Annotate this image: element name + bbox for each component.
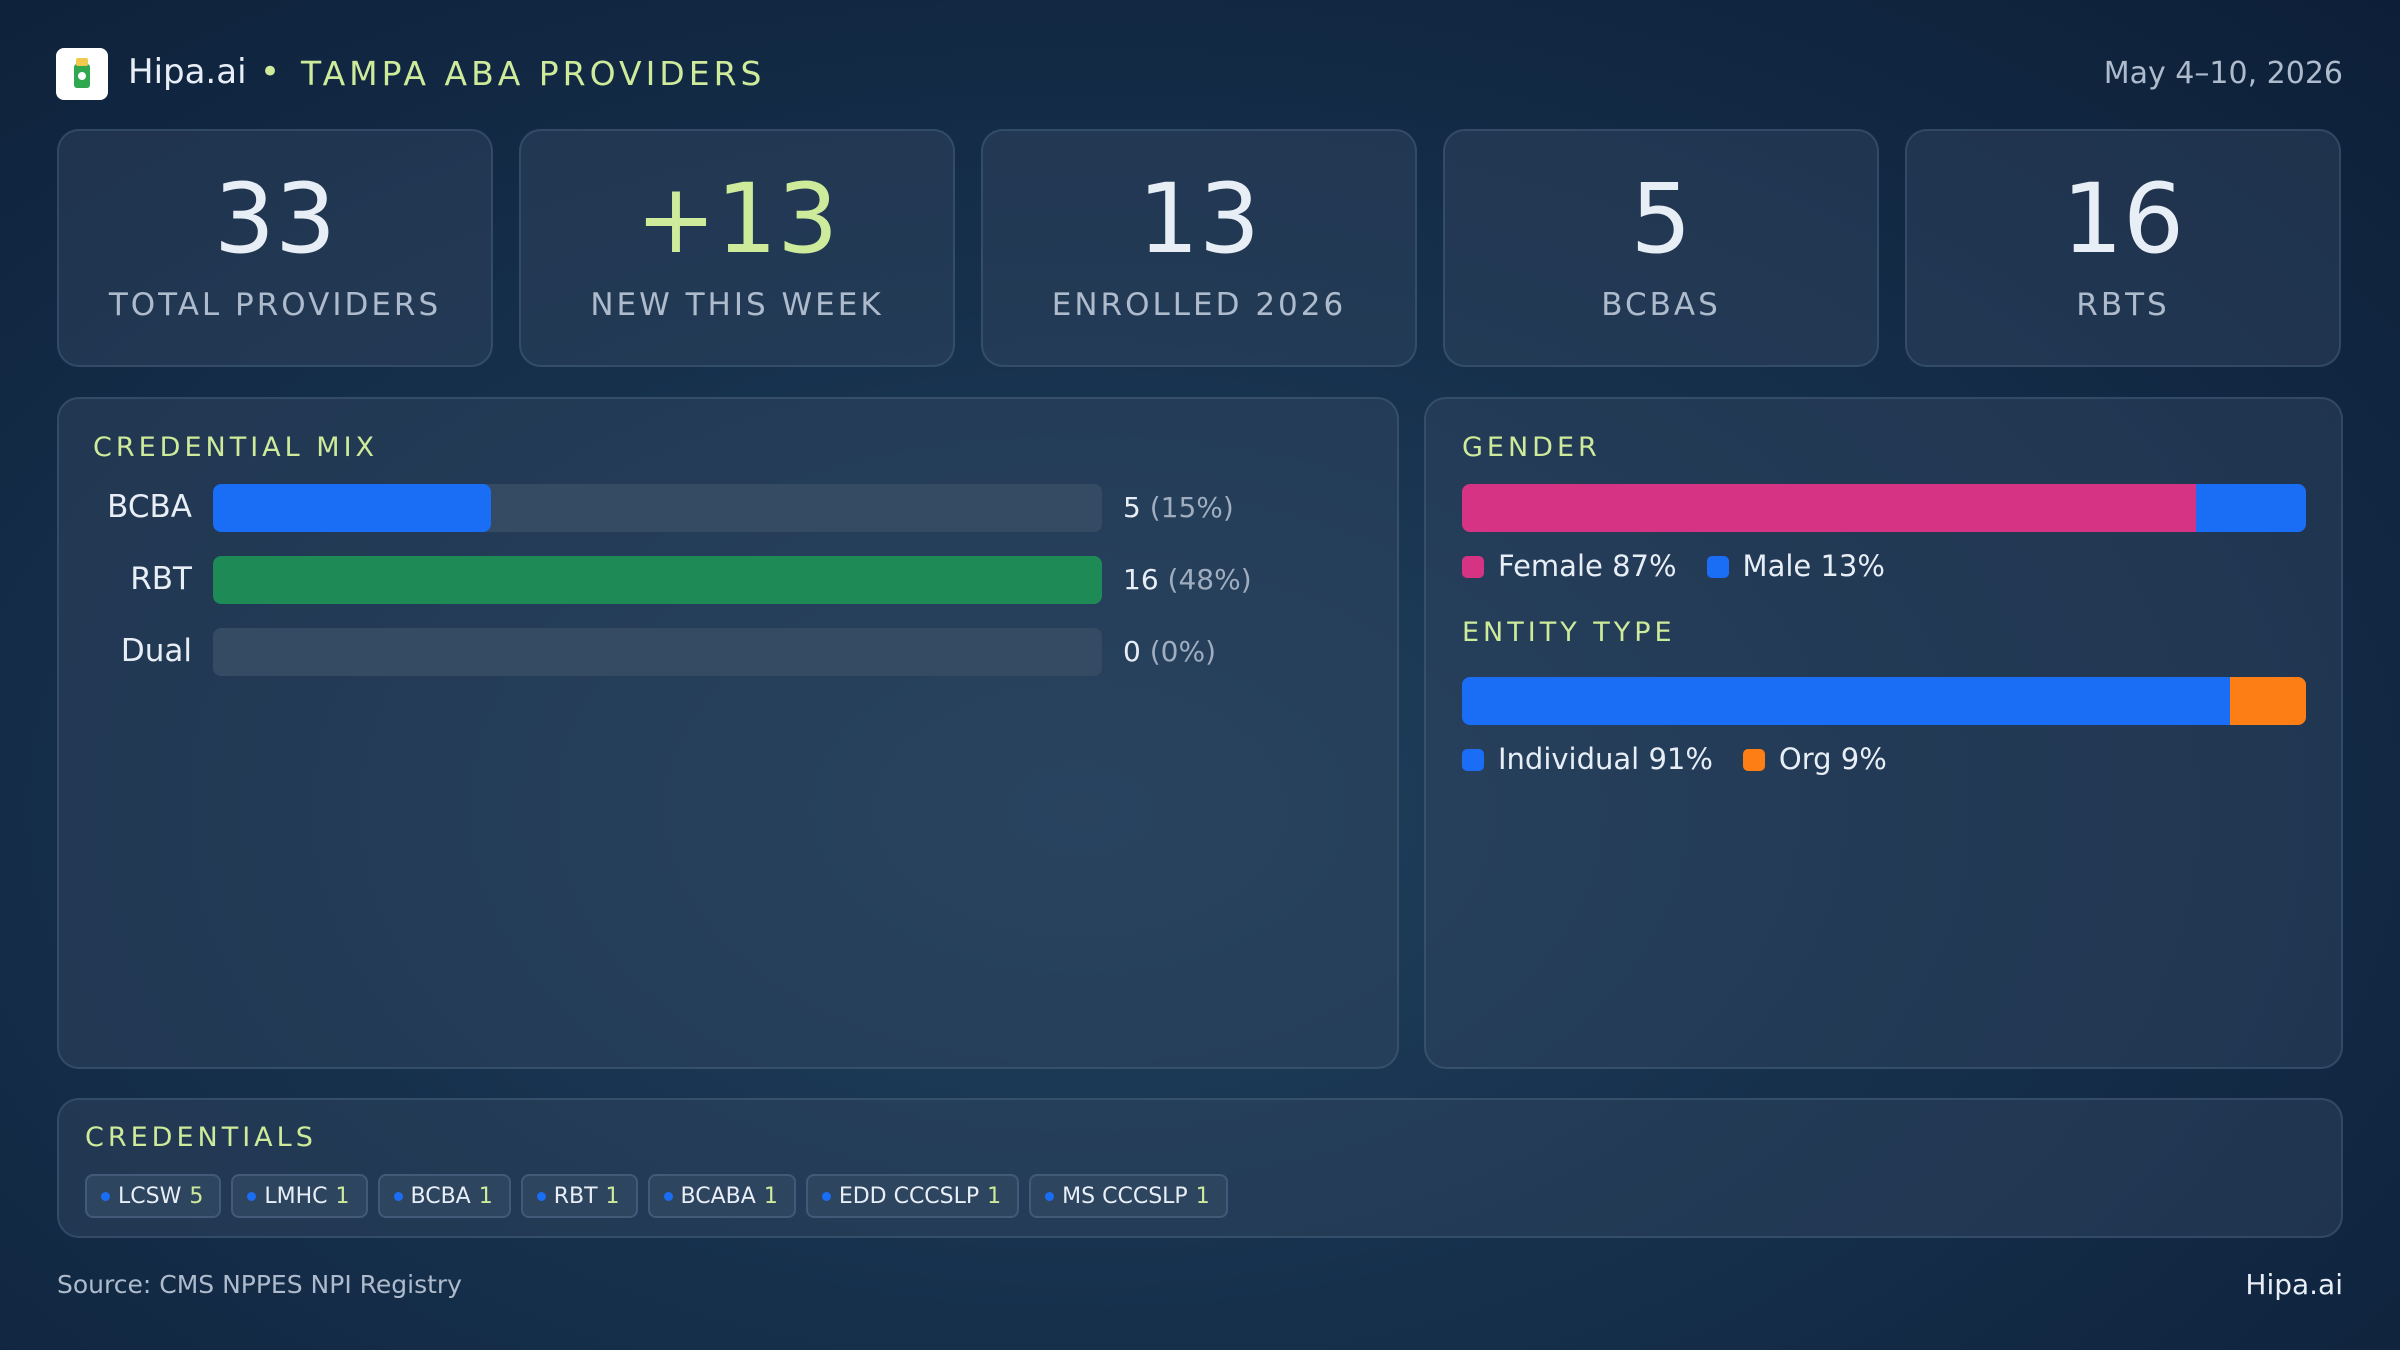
source: Source: CMS NPPES NPI Registry [57,1270,462,1299]
chip-dot [247,1191,257,1201]
chip-count: 5 [189,1183,204,1209]
chip: BCABA 1 [647,1174,796,1218]
chip-count: 1 [478,1183,493,1209]
chip-count: 1 [605,1183,620,1209]
chip-count: 1 [987,1183,1002,1209]
footer-brand: Hipa.ai [2245,1268,2343,1301]
swatch [1742,749,1765,771]
kpi-label: RBTS [2076,287,2170,323]
legend-item: Individual 91% [1462,742,1713,776]
segment [1462,484,2197,532]
swatch [1706,556,1729,578]
chip: BCBA 1 [377,1174,511,1218]
swatch [1462,749,1484,771]
kpi-label: TOTAL PROVIDERS [108,287,442,323]
dashboard-title: TAMPA ABA PROVIDERS [301,54,766,93]
kpi-label: NEW THIS WEEK [590,287,884,323]
kpi-card: 33 TOTAL PROVIDERS [57,129,493,367]
kpi-card: 5 BCBAS [1443,129,1879,367]
legend-item: Org 9% [1742,742,1887,776]
chip: LMHC 1 [231,1174,368,1218]
brand: Hipa.ai [128,52,247,92]
legend-name: Female [1498,549,1603,583]
chip-name: MS CCCSLP [1062,1183,1188,1209]
kpi-label: ENROLLED 2026 [1051,287,1347,323]
percent: (0%) [1149,635,1217,668]
legend-name: Org [1778,742,1832,776]
value: 16 [1123,563,1159,596]
percent: (15%) [1149,491,1234,524]
chip-dot [821,1191,831,1201]
chip: RBT 1 [520,1174,638,1218]
legend-name: Individual [1498,742,1640,776]
chip-name: BCBA [410,1183,471,1209]
percent: (48%) [1167,563,1252,596]
chip-name: LCSW [118,1183,182,1209]
legend-item: Female 87% [1462,549,1677,583]
bar-label: BCBA [107,489,192,525]
legend-name: Male [1742,549,1812,583]
value: 0 [1123,635,1141,668]
legend-value: 13% [1820,549,1885,583]
kpi-card: 16 RBTS [1905,129,2341,367]
legend-value: 87% [1612,549,1677,583]
chip: MS CCCSLP 1 [1029,1174,1228,1218]
legend-value: 9% [1840,742,1887,776]
separator: • [260,52,281,92]
kpi-value: 33 [213,163,337,275]
chip-dot [536,1191,546,1201]
bar-track [213,484,1102,532]
bar [213,484,491,532]
legend: Female 87% Male 13% [1462,549,1885,583]
bar-label: Dual [120,633,192,669]
date-range: May 4–10, 2026 [2103,56,2343,91]
chip: EDD CCCSLP 1 [805,1174,1020,1218]
chip-dot [393,1191,403,1201]
bar-value: 0 (0%) [1123,635,1216,668]
chip-dot [1045,1191,1055,1201]
chip-count: 1 [335,1183,350,1209]
segment [2196,484,2306,532]
section-title: CREDENTIAL MIX [93,432,379,463]
stacked-bar [1462,677,2306,725]
kpi-value: 5 [1630,163,1692,275]
legend-value: 91% [1648,742,1713,776]
kpi-label: BCBAS [1601,287,1721,323]
chip-name: EDD CCCSLP [838,1183,980,1209]
chip-row: LCSW 5 LMHC 1 BCBA 1 RBT 1 BCABA 1 EDD CCCSLP 1 MS C… [85,1174,1238,1218]
chip-dot [101,1191,110,1201]
chip-dot [663,1191,673,1201]
swatch [1462,556,1484,578]
bar [213,556,1102,604]
segment [1462,677,2231,725]
chip-name: BCABA [680,1183,756,1209]
section-title: CREDENTIALS [85,1122,317,1153]
chip-name: LMHC [264,1183,328,1209]
segment [2230,677,2306,725]
section-title: ENTITY TYPE [1462,617,1676,648]
chip-name: RBT [553,1183,598,1209]
kpi-value: +13 [635,163,839,275]
chip-count: 1 [1195,1183,1210,1209]
bar-track [213,628,1102,676]
bar-track [213,556,1102,604]
icon [74,58,90,88]
section-title: GENDER [1462,432,1601,463]
kpi-card: +13 NEW THIS WEEK [519,129,955,367]
legend: Individual 91% Org 9% [1462,742,1887,776]
app-icon [56,48,108,100]
chip-count: 1 [763,1183,778,1209]
bar-label: RBT [130,561,192,597]
kpi-card: 13 ENROLLED 2026 [981,129,1417,367]
legend-item: Male 13% [1706,549,1885,583]
value: 5 [1123,491,1141,524]
kpi-value: 16 [2061,163,2185,275]
bar-value: 5 (15%) [1123,491,1234,524]
stacked-bar [1462,484,2306,532]
chip: LCSW 5 [85,1174,222,1218]
bar-value: 16 (48%) [1123,563,1252,596]
kpi-value: 13 [1137,163,1261,275]
